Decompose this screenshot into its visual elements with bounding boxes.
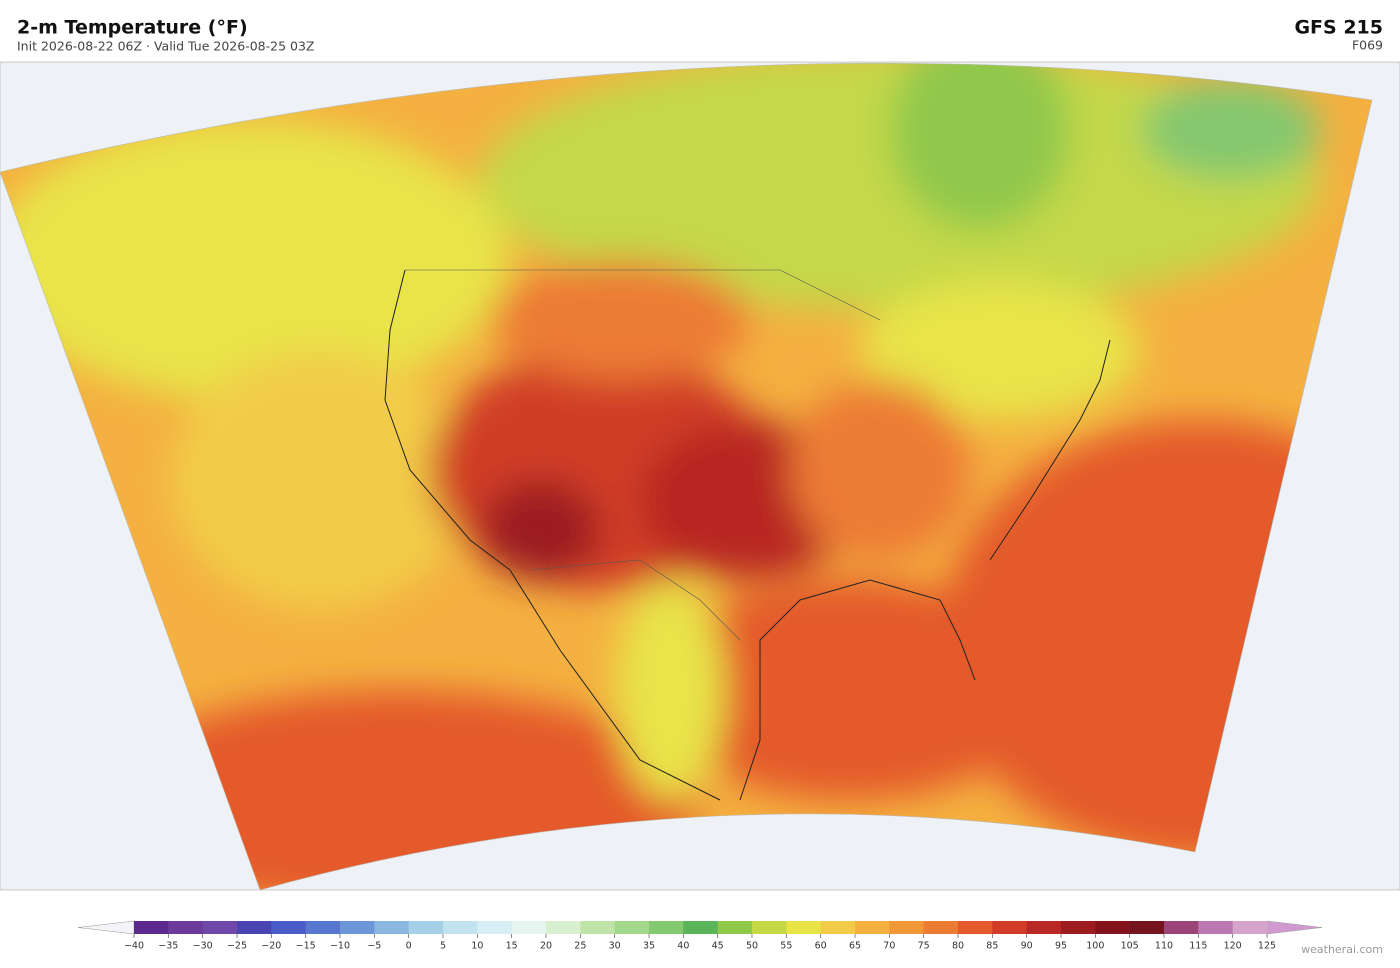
colorbar-tick-label: 45 bbox=[712, 941, 724, 952]
colorbar-segment bbox=[237, 921, 272, 934]
colorbar-under bbox=[77, 920, 135, 935]
colorbar-tick-label: −25 bbox=[227, 941, 247, 952]
borders bbox=[405, 269, 881, 641]
colorbar-segment bbox=[1232, 921, 1268, 934]
colorbar-tick-label: −5 bbox=[367, 941, 381, 952]
colorbar-segment bbox=[511, 921, 547, 934]
colorbar-tick-label: 80 bbox=[952, 941, 964, 952]
colorbar-segment bbox=[1198, 921, 1234, 934]
colorbar-segment bbox=[786, 921, 822, 934]
colorbar-segment bbox=[1095, 921, 1131, 934]
colorbar-segment bbox=[408, 921, 444, 934]
colorbar-tick-label: 85 bbox=[986, 941, 998, 952]
colorbar-segment bbox=[1061, 921, 1096, 934]
domain-outline bbox=[0, 62, 1373, 891]
colorbar: −40 −35 −30 −25 −20 −15 −10 −5 0 5 10 15 20 25 30 35 40 4… bbox=[77, 920, 1323, 952]
colorbar-segment bbox=[820, 921, 856, 934]
colorbar-tick-label: 25 bbox=[574, 941, 586, 952]
colorbar-tick-label: 0 bbox=[406, 941, 412, 952]
colorbar-segment bbox=[958, 921, 993, 934]
credit: weatherai.com bbox=[1301, 943, 1383, 956]
colorbar-segment bbox=[855, 921, 890, 934]
colorbar-tick-label: 110 bbox=[1155, 941, 1173, 952]
colorbar-tick-label: 5 bbox=[440, 941, 446, 952]
colorbar-tick-label: 120 bbox=[1224, 941, 1242, 952]
colorbar-segment bbox=[305, 921, 341, 934]
colorbar-tick-label: 105 bbox=[1121, 941, 1139, 952]
colorbar-segment bbox=[477, 921, 513, 934]
colorbar-tick-label: 90 bbox=[1021, 941, 1033, 952]
colorbar-tick-label: 60 bbox=[815, 941, 827, 952]
colorbar-tick-label: 65 bbox=[849, 941, 861, 952]
subtitle: Init 2026-08-22 06Z · Valid Tue 2026-08-… bbox=[17, 39, 314, 54]
colorbar-segment bbox=[923, 921, 959, 934]
colorbar-segment bbox=[1026, 921, 1062, 934]
colorbar-tick-label: −30 bbox=[193, 941, 213, 952]
colorbar-segment bbox=[202, 921, 238, 934]
colorbar-segment bbox=[1164, 921, 1199, 934]
colorbar-tick-label: −40 bbox=[124, 941, 144, 952]
colorbar-segment bbox=[168, 921, 204, 934]
colorbar-tick-label: 75 bbox=[918, 941, 930, 952]
colorbar-tick-label: 100 bbox=[1086, 941, 1104, 952]
colorbar-over bbox=[1266, 920, 1323, 935]
colorbar-segment bbox=[134, 921, 169, 934]
colorbar-tick-label: 125 bbox=[1258, 941, 1276, 952]
colorbar-tick-label: 55 bbox=[780, 941, 792, 952]
colorbar-tick-label: −35 bbox=[158, 941, 178, 952]
forecast-hour: F069 bbox=[1352, 38, 1383, 53]
colorbar-tick-label: 30 bbox=[609, 941, 621, 952]
colorbar-tick-label: 10 bbox=[471, 941, 483, 952]
colorbar-tick-label: 35 bbox=[643, 941, 655, 952]
colorbar-tick-label: 50 bbox=[746, 941, 758, 952]
colorbar-segment bbox=[683, 921, 719, 934]
colorbar-segment bbox=[580, 921, 616, 934]
colorbar-tick-label: 20 bbox=[540, 941, 552, 952]
colorbar-segment bbox=[1129, 921, 1165, 934]
colorbar-segment bbox=[614, 921, 650, 934]
colorbar-tick-label: −10 bbox=[330, 941, 350, 952]
colorbar-segment bbox=[546, 921, 581, 934]
colorbar-segment bbox=[649, 921, 684, 934]
coastline bbox=[384, 269, 1111, 801]
colorbar-tick-label: 95 bbox=[1055, 941, 1067, 952]
colorbar-segment bbox=[992, 921, 1028, 934]
colorbar-tick-label: 115 bbox=[1189, 941, 1207, 952]
title: 2-m Temperature (°F) bbox=[17, 17, 248, 39]
colorbar-segment bbox=[443, 921, 478, 934]
colorbar-segment bbox=[752, 921, 787, 934]
colorbar-tick-label: 15 bbox=[506, 941, 518, 952]
colorbar-segment bbox=[340, 921, 375, 934]
colorbar-segment bbox=[374, 921, 410, 934]
colorbar-tick-label: 70 bbox=[883, 941, 895, 952]
colorbar-tick-label: −20 bbox=[261, 941, 281, 952]
colorbar-segment bbox=[271, 921, 307, 934]
map bbox=[0, 61, 1400, 891]
colorbar-segment bbox=[889, 921, 925, 934]
colorbar-tick-label: 40 bbox=[677, 941, 689, 952]
colorbar-tick-label: −15 bbox=[296, 941, 316, 952]
model: GFS 215 bbox=[1294, 17, 1383, 39]
colorbar-segment bbox=[717, 921, 753, 934]
